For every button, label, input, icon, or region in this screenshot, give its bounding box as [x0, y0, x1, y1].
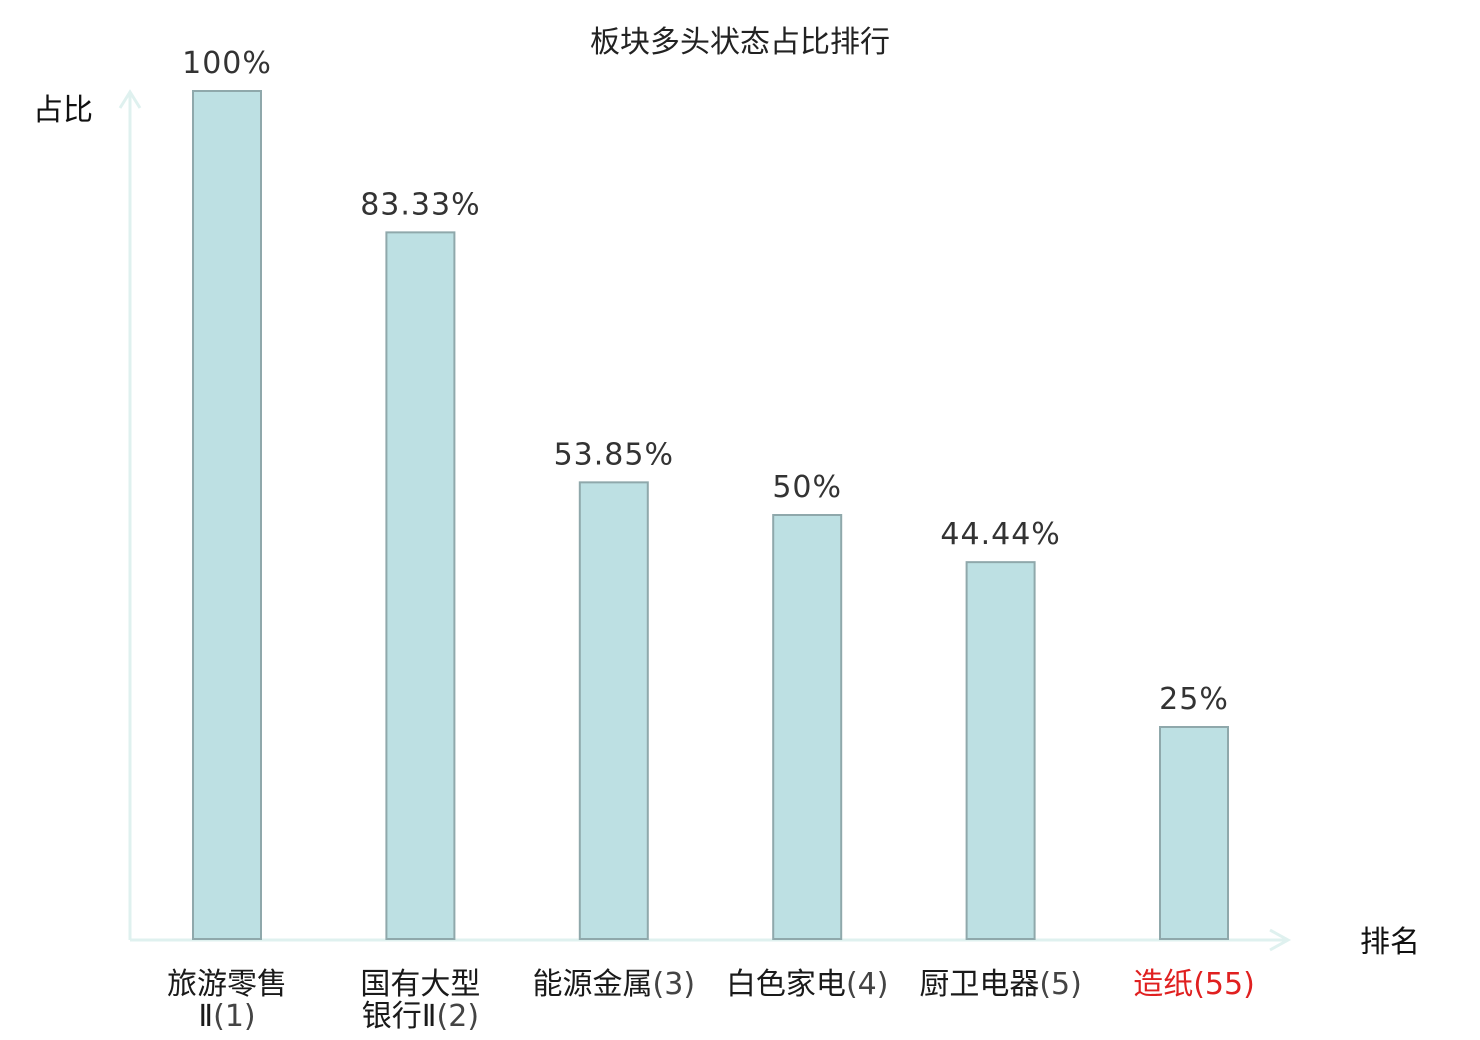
data-label: 44.44% [940, 517, 1060, 552]
data-label: 100% [182, 46, 272, 81]
category-labels-group: 旅游零售 Ⅱ(1) 国有大型银行Ⅱ(2) 能源金属(3) 白色家电(4) 厨卫电器(5) 造… [167, 967, 1255, 1034]
x-axis-label: 排名 [1360, 925, 1420, 960]
x-tick-label: 白色家电(4) [726, 967, 889, 1002]
x-tick-label: 能源金属(3) [533, 967, 696, 1002]
value-labels-group: 100% 83.33% 53.85% 50% 44.44% 25% [182, 46, 1229, 717]
bar [772, 514, 843, 940]
x-tick-label: 国有大型银行Ⅱ(2) [360, 967, 480, 1034]
axes [118, 89, 1292, 952]
bar [965, 561, 1036, 940]
data-label: 25% [1159, 682, 1229, 717]
y-axis-arrow-icon [118, 89, 142, 109]
x-tick-label: 旅游零售 Ⅱ(1) [167, 967, 287, 1034]
x-tick-label: 厨卫电器(5) [919, 967, 1082, 1002]
bar [578, 481, 649, 940]
data-label: 50% [772, 470, 842, 505]
bar [192, 90, 262, 940]
data-label: 53.85% [554, 437, 674, 472]
bar [385, 231, 456, 941]
bars-group [192, 90, 1229, 941]
x-axis-arrow-icon [1269, 928, 1292, 952]
chart-title: 板块多头状态占比排行 [590, 25, 890, 60]
data-label: 83.33% [360, 187, 480, 222]
x-tick-label: 造纸(55) [1133, 967, 1255, 1002]
y-axis-label: 占比 [33, 93, 93, 128]
bar [1159, 726, 1229, 940]
